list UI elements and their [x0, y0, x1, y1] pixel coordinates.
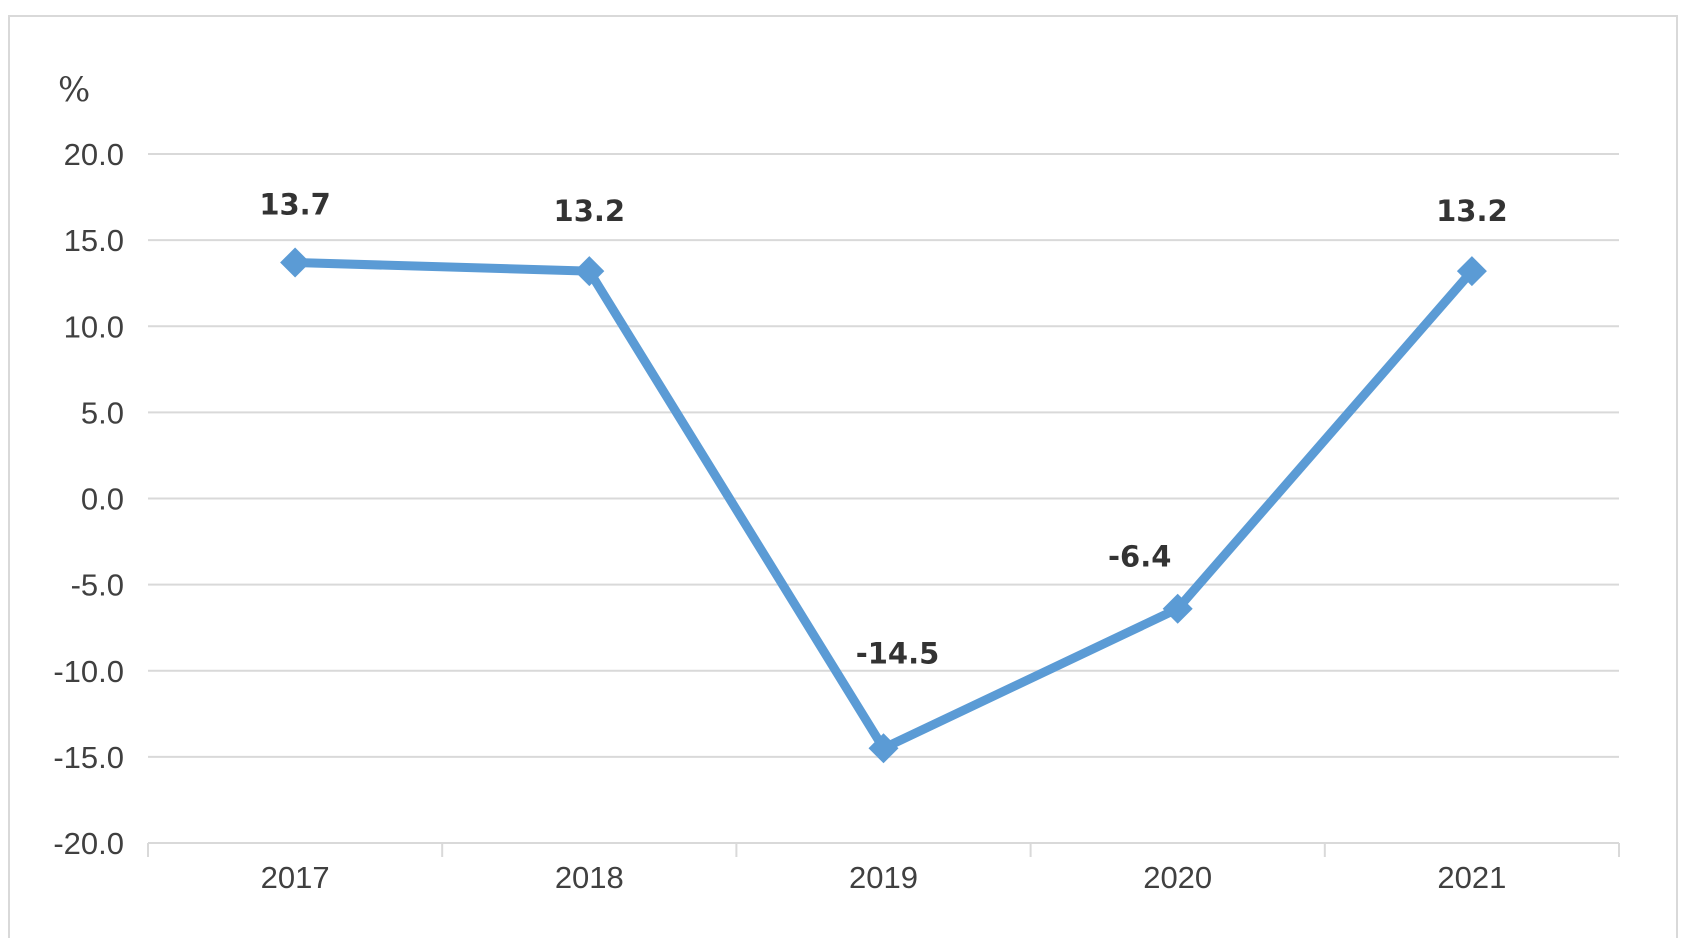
gridlines: [148, 153, 1619, 758]
data-labels: 13.7 13.2 -14.5 -6.4 13.2: [259, 188, 1507, 671]
y-tick-label: 10.0: [64, 309, 124, 344]
chart-frame: [8, 15, 1678, 938]
x-tick-label: 2018: [555, 860, 624, 895]
x-tick-label: 2020: [1143, 860, 1212, 895]
y-axis-ticks: 20.0 15.0 10.0 5.0 0.0 -5.0 -10.0 -15.0 -20.0: [53, 137, 124, 861]
data-label: 13.2: [1436, 194, 1508, 228]
y-tick-label: -15.0: [53, 740, 124, 775]
data-label: -6.4: [1108, 540, 1171, 574]
data-label: -14.5: [856, 636, 940, 670]
series: [280, 247, 1487, 764]
y-tick-label: -5.0: [71, 568, 124, 603]
data-point-marker: [1162, 593, 1193, 624]
x-tick-label: 2021: [1437, 860, 1506, 895]
y-unit-label: %: [58, 70, 90, 110]
y-tick-label: -20.0: [53, 826, 124, 861]
data-point-marker: [1456, 256, 1487, 287]
y-tick-label: 5.0: [81, 395, 124, 430]
data-point-marker: [280, 247, 311, 278]
y-tick-label: -10.0: [53, 654, 124, 689]
x-tick-label: 2019: [849, 860, 918, 895]
data-point-marker: [868, 733, 899, 764]
x-axis: [147, 842, 1620, 857]
data-point-marker: [574, 256, 605, 287]
data-label: 13.7: [259, 188, 331, 222]
y-tick-label: 20.0: [64, 137, 124, 172]
y-tick-label: 0.0: [81, 482, 124, 517]
y-tick-label: 15.0: [64, 223, 124, 258]
series-line: [290, 258, 1477, 753]
data-label: 13.2: [554, 194, 626, 228]
x-axis-ticks: 2017 2018 2019 2020 2021: [261, 860, 1507, 895]
x-tick-label: 2017: [261, 860, 330, 895]
